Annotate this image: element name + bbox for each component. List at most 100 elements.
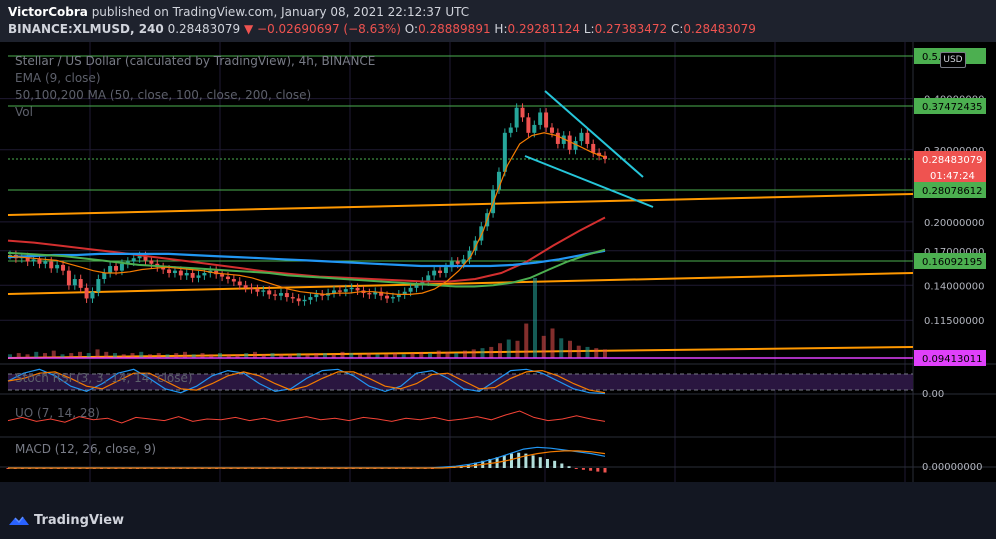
- volume-bar: [139, 351, 144, 358]
- volume-bar: [253, 351, 257, 358]
- volume-bar: [218, 353, 222, 358]
- volume-bar: [78, 351, 82, 358]
- candle-body: [66, 270, 71, 286]
- candle-body: [72, 279, 77, 286]
- chart-area[interactable]: 0.400000000.300000000.200000000.17000000…: [0, 42, 996, 498]
- candle-body: [172, 270, 177, 274]
- volume-bar: [498, 343, 502, 358]
- macd-hist-bar: [524, 453, 528, 468]
- candle-body: [597, 152, 602, 156]
- price-label-badge: [914, 182, 986, 198]
- candle-body: [108, 266, 113, 274]
- low-value: 0.27383472: [594, 22, 668, 36]
- volume-bar: [16, 353, 21, 358]
- candle-body: [514, 107, 519, 128]
- candle-body: [184, 273, 189, 276]
- volume-bar: [524, 323, 529, 358]
- volume-bar: [130, 353, 135, 358]
- ema9-line: [7, 132, 606, 296]
- volume-bar: [148, 354, 152, 358]
- candle-body: [414, 285, 419, 288]
- tradingview-logo-icon: [9, 516, 29, 525]
- volume-bar: [384, 354, 389, 358]
- stoch-k-line: [7, 368, 606, 395]
- price-label-badge: [914, 98, 986, 114]
- uo-line: [7, 410, 606, 424]
- volume-bar: [288, 354, 292, 358]
- price-label-badge: [914, 350, 986, 366]
- indicator-vol[interactable]: Vol: [15, 105, 33, 119]
- candle-body: [296, 298, 301, 302]
- candle-body: [25, 257, 30, 262]
- price-label-text: 01:47:24: [930, 171, 975, 182]
- volume-bar: [454, 353, 459, 358]
- volume-bar: [226, 354, 231, 358]
- candle-body: [178, 270, 183, 276]
- macd-signal-line: [8, 450, 606, 469]
- volume-bar: [43, 353, 47, 358]
- candle-body: [302, 299, 307, 302]
- currency-badge[interactable]: USD: [940, 52, 966, 68]
- candle-body: [78, 279, 83, 288]
- trendline-upper: [7, 193, 914, 216]
- symbol-name: BINANCE:XLMUSD, 240: [8, 22, 164, 36]
- candle-body: [567, 135, 572, 150]
- indicator-uo[interactable]: UO (7, 14, 28): [15, 406, 100, 420]
- candle-body: [131, 258, 136, 262]
- close-label: C:: [670, 22, 684, 36]
- price-label-text: 0.16092195: [922, 257, 982, 268]
- volume-bar: [60, 354, 65, 358]
- candle-body: [84, 287, 89, 299]
- wedge-upper-line: [544, 90, 644, 178]
- candle-body: [520, 107, 525, 118]
- candle-body: [561, 135, 566, 144]
- candle-body: [190, 273, 195, 278]
- candle-body: [555, 132, 560, 144]
- indicator-stoch[interactable]: Stoch RSI (3, 3, 14, 14, close): [15, 371, 193, 385]
- volume-bar: [480, 348, 485, 358]
- author-name[interactable]: VictorCobra: [8, 5, 88, 19]
- close-value: 0.28483079: [683, 22, 756, 36]
- volume-bar: [305, 354, 310, 358]
- candle-body: [278, 293, 283, 296]
- macd-hist-bar: [596, 468, 600, 472]
- candle-body: [161, 267, 166, 270]
- candle-body: [349, 287, 354, 290]
- candle-body: [261, 290, 266, 292]
- brand-logo[interactable]: TradingView: [8, 513, 124, 528]
- candle-body: [343, 289, 348, 292]
- candle-body: [55, 264, 60, 269]
- low-label: L:: [583, 22, 595, 36]
- open-value: 0.28889891: [418, 22, 491, 36]
- candle-body: [538, 112, 543, 125]
- chart-svg[interactable]: 0.400000000.300000000.200000000.17000000…: [0, 42, 996, 498]
- candle-body: [149, 260, 154, 264]
- indicator-macd[interactable]: MACD (12, 26, close, 9): [15, 442, 157, 456]
- last-price: 0.28483079: [167, 22, 241, 36]
- volume-bar: [489, 346, 494, 358]
- volume-bar: [209, 354, 214, 358]
- candle-body: [49, 261, 54, 269]
- candle-body: [119, 263, 124, 271]
- volume-bar: [401, 354, 406, 358]
- volume-bar: [69, 353, 74, 358]
- volume-bar: [349, 353, 354, 358]
- volume-bar: [121, 354, 126, 358]
- volume-bar: [34, 351, 39, 358]
- volume-bar: [235, 354, 240, 358]
- price-label-badge: [914, 151, 986, 167]
- price-change: −0.02690697 (−8.63%): [257, 22, 401, 36]
- candle-body: [237, 281, 242, 286]
- volume-bar: [410, 353, 415, 358]
- price-tick-label: 0.17000000: [924, 247, 984, 258]
- candle-body: [196, 275, 201, 278]
- indicator-ma[interactable]: 50,100,200 MA (50, close, 100, close, 20…: [15, 88, 312, 102]
- trendline-bottom: [7, 346, 914, 359]
- indicator-ema[interactable]: EMA (9, close): [15, 71, 101, 85]
- candle-body: [438, 270, 443, 274]
- volume-bar: [559, 338, 564, 358]
- candle-body: [255, 289, 260, 292]
- candle-body: [102, 273, 107, 280]
- volume-bar: [25, 354, 30, 358]
- candle-body: [508, 127, 513, 133]
